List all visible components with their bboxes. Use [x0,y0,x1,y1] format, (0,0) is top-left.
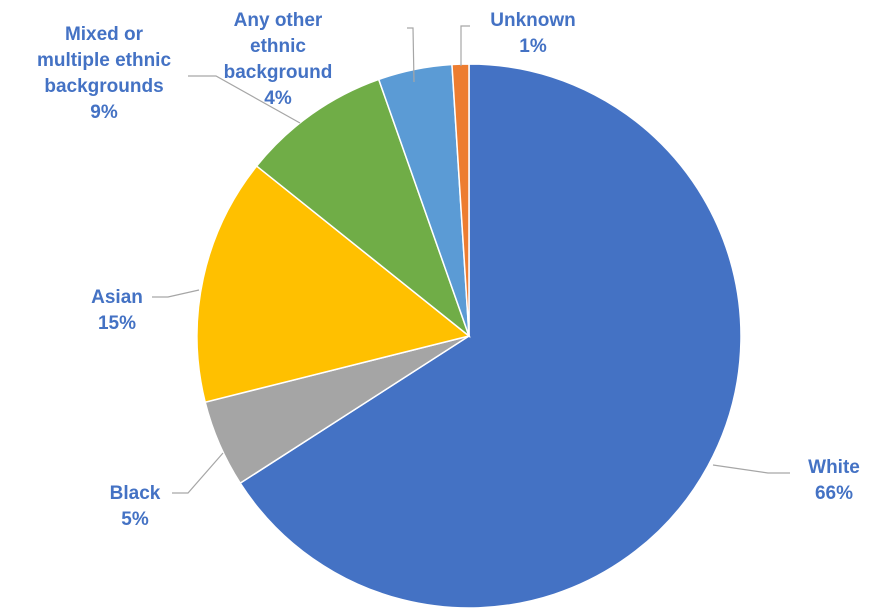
data-label: Unknown 1% [490,10,576,57]
leader-line [407,27,415,83]
data-label: Black 5% [110,483,161,530]
data-label-percent: 9% [90,102,118,123]
data-label-category: Asian [91,287,143,308]
pie-slices [196,63,742,609]
leader-line [712,464,790,474]
data-label-category: background [224,62,333,83]
data-label: Mixed or multiple ethnic backgrounds 9% [37,24,172,123]
pie-slice-asian [196,164,471,404]
pie-slice-mixed-or-multiple-ethnic-backgrounds [255,78,471,339]
data-label: Any other ethnic background 4% [224,10,333,109]
data-label-category: Any other [234,10,323,31]
data-label: Asian 15% [91,287,143,334]
data-label-category: backgrounds [44,76,163,97]
leader-line [172,452,224,494]
leader-line [460,25,470,66]
leader-lines [152,25,790,494]
leader-line [152,289,200,298]
data-label-percent: 1% [519,36,547,57]
data-label-category: Mixed or [65,24,144,45]
data-labels: White 66% Black 5% Asian 15% Mixed or multiple … [37,10,860,530]
data-label-category: Black [110,483,161,504]
data-label-percent: 4% [264,88,292,109]
data-label-percent: 5% [121,509,149,530]
data-label-category: ethnic [250,36,306,57]
pie-slice-white [239,63,742,609]
data-label-percent: 15% [98,313,136,334]
data-label-category: White [808,457,860,478]
data-label-category: multiple ethnic [37,50,172,71]
data-label: White 66% [808,457,860,504]
leader-line [188,75,301,124]
data-label-category: Unknown [490,10,576,31]
data-label-percent: 66% [815,483,853,504]
